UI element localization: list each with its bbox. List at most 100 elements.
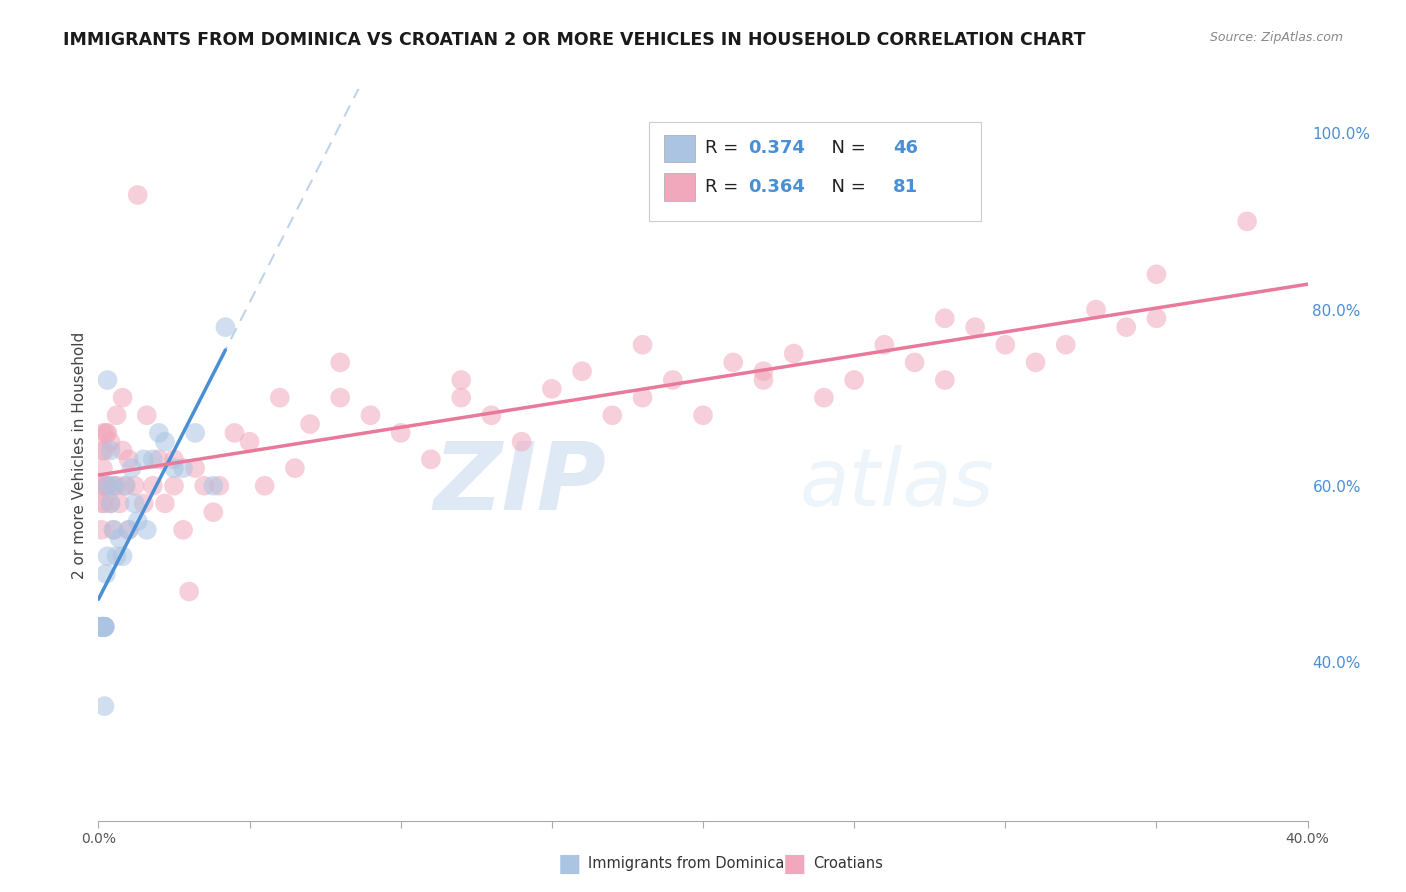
Point	[91, 443, 114, 458]
Point	[93, 620, 115, 634]
Point	[94, 566, 117, 581]
Point	[239, 434, 262, 449]
Point	[184, 461, 207, 475]
Point	[94, 425, 117, 440]
Point	[450, 373, 472, 387]
Point	[103, 523, 125, 537]
Point	[96, 479, 118, 493]
Point	[93, 620, 115, 634]
Point	[934, 373, 956, 387]
Point	[153, 434, 176, 449]
Point	[91, 620, 114, 634]
Point	[299, 417, 322, 431]
Point	[214, 320, 236, 334]
Point	[114, 479, 136, 493]
FancyBboxPatch shape	[648, 122, 981, 221]
Point	[93, 620, 115, 634]
Point	[132, 452, 155, 467]
Point	[90, 620, 112, 634]
Text: atlas: atlas	[800, 445, 994, 524]
Point	[105, 409, 128, 423]
Point	[661, 373, 683, 387]
Text: ■: ■	[558, 852, 581, 875]
Text: 0.364: 0.364	[748, 178, 804, 196]
Bar	[664, 135, 695, 162]
Point	[172, 461, 194, 475]
Point	[135, 409, 157, 423]
Point	[105, 479, 128, 493]
Point	[114, 479, 136, 493]
Point	[94, 620, 117, 634]
Point	[142, 452, 165, 467]
Point	[153, 496, 176, 510]
Point	[91, 425, 114, 440]
Point	[118, 452, 141, 467]
Point	[1115, 320, 1137, 334]
Point	[783, 346, 806, 360]
Point	[284, 461, 307, 475]
Point	[540, 382, 562, 396]
Point	[111, 443, 134, 458]
Point	[481, 409, 503, 423]
Point	[202, 479, 225, 493]
Point	[90, 479, 112, 493]
Point	[100, 496, 122, 510]
Point	[179, 584, 201, 599]
Point	[111, 549, 134, 564]
Point	[90, 620, 112, 634]
Point	[1024, 355, 1046, 369]
Point	[253, 479, 276, 493]
Text: Immigrants from Dominica: Immigrants from Dominica	[588, 856, 785, 871]
Point	[163, 479, 186, 493]
Point	[202, 505, 225, 519]
Point	[90, 523, 112, 537]
Point	[132, 496, 155, 510]
Point	[93, 496, 115, 510]
Point	[269, 391, 291, 405]
Text: IMMIGRANTS FROM DOMINICA VS CROATIAN 2 OR MORE VEHICLES IN HOUSEHOLD CORRELATION: IMMIGRANTS FROM DOMINICA VS CROATIAN 2 O…	[63, 31, 1085, 49]
Point	[121, 461, 143, 475]
Point	[360, 409, 382, 423]
Text: R =: R =	[706, 178, 744, 196]
Point	[127, 188, 149, 202]
Point	[96, 549, 118, 564]
Point	[184, 425, 207, 440]
Point	[450, 391, 472, 405]
Point	[91, 496, 114, 510]
Point	[1144, 311, 1167, 326]
Point	[723, 355, 745, 369]
Point	[752, 364, 775, 378]
Point	[965, 320, 987, 334]
Point	[813, 391, 835, 405]
Point	[91, 620, 114, 634]
Point	[93, 479, 115, 493]
Point	[631, 338, 654, 352]
Point	[90, 620, 112, 634]
Point	[163, 452, 186, 467]
Point	[100, 434, 122, 449]
Point	[93, 620, 115, 634]
Bar	[664, 173, 695, 201]
Point	[96, 425, 118, 440]
Text: N =: N =	[820, 178, 872, 196]
Point	[93, 620, 115, 634]
Point	[135, 523, 157, 537]
Point	[91, 620, 114, 634]
Point	[108, 532, 131, 546]
Y-axis label: 2 or more Vehicles in Household: 2 or more Vehicles in Household	[72, 331, 87, 579]
Point	[108, 496, 131, 510]
Point	[1144, 267, 1167, 281]
Point	[904, 355, 927, 369]
Text: 46: 46	[893, 139, 918, 158]
Point	[127, 514, 149, 528]
Text: ■: ■	[783, 852, 806, 875]
Point	[90, 620, 112, 634]
Point	[100, 443, 122, 458]
Point	[100, 496, 122, 510]
Point	[94, 479, 117, 493]
Point	[91, 620, 114, 634]
Point	[124, 496, 146, 510]
Point	[389, 425, 412, 440]
Point	[934, 311, 956, 326]
Point	[118, 523, 141, 537]
